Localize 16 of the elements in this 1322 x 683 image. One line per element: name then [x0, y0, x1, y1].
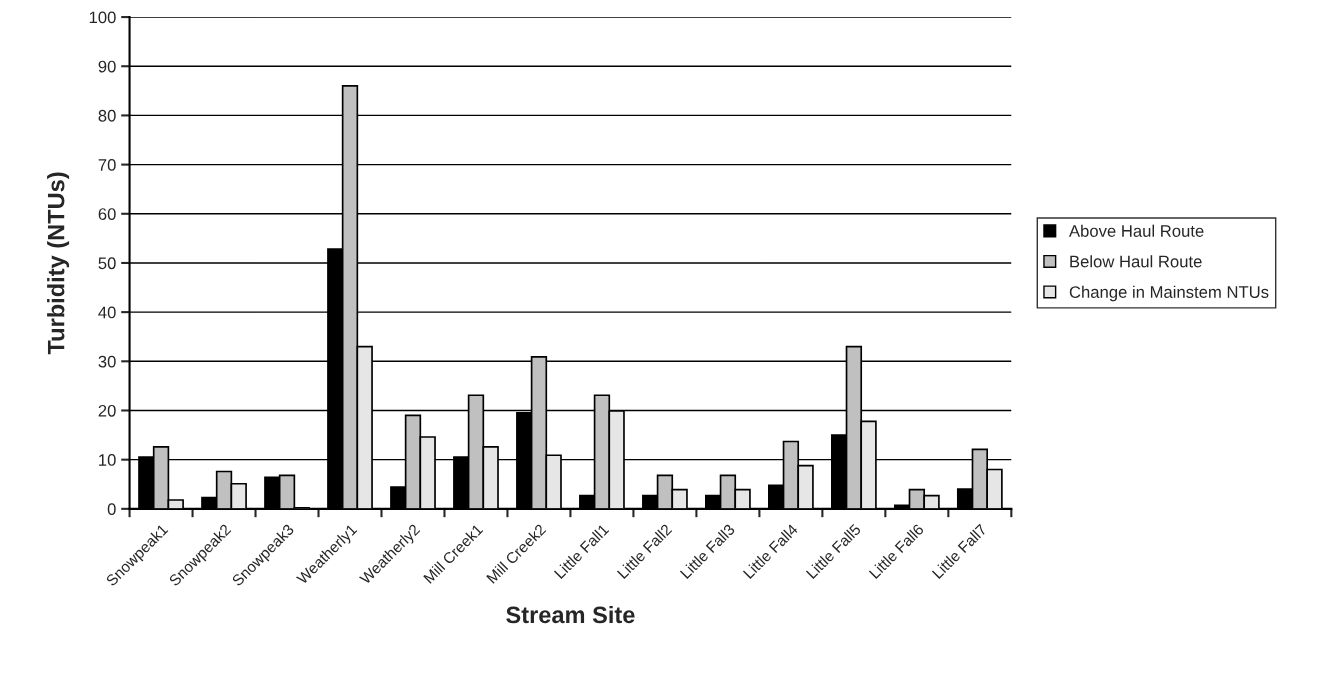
y-tick-label: 90 [98, 60, 116, 73]
y-tick-label: 20 [98, 404, 116, 417]
legend-label: Change in Mainstem NTUs [1069, 285, 1269, 302]
x-axis-title: Stream Site [506, 605, 635, 624]
y-tick-label: 80 [98, 109, 116, 122]
y-tick-label: 60 [98, 208, 116, 220]
y-axis-title: Turbidity (NTUs) [47, 172, 70, 355]
legend-label: Below Haul Route [1070, 255, 1202, 268]
y-tick-label: 50 [98, 257, 116, 270]
y-tick-label: 10 [99, 454, 116, 466]
y-tick-label: 100 [89, 11, 116, 24]
y-tick-label: 40 [98, 306, 116, 319]
y-tick-label: 70 [98, 159, 116, 171]
y-tick-label: 30 [98, 355, 116, 368]
legend-label: Above Haul Route [1069, 224, 1204, 237]
y-tick-label: 0 [107, 503, 116, 516]
